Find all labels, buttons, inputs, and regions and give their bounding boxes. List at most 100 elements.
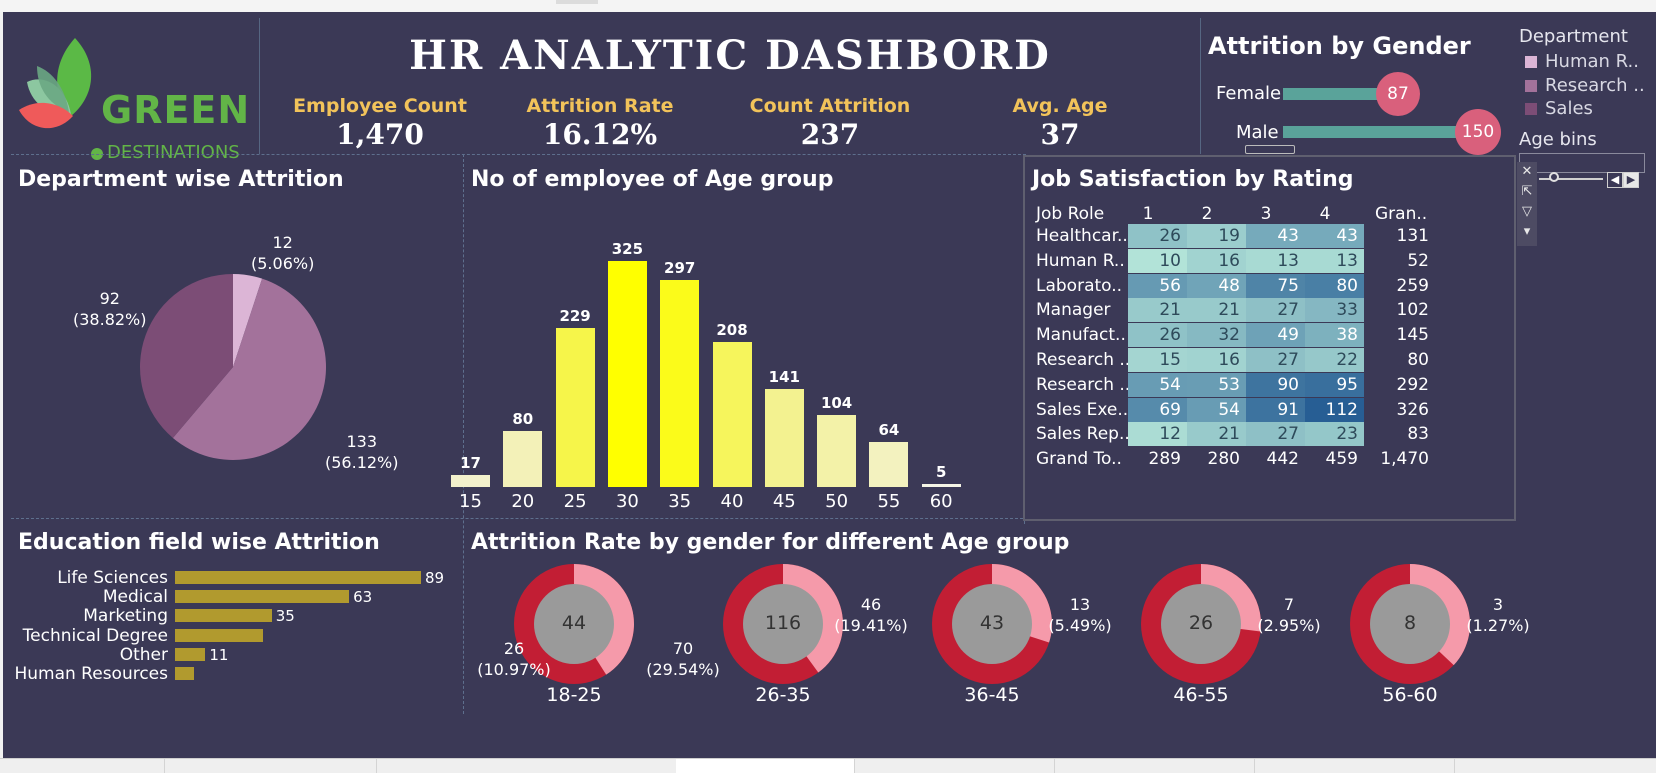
age-bar xyxy=(660,280,700,487)
heatmap-cell: 48 xyxy=(1187,273,1246,298)
drag-handle[interactable] xyxy=(556,0,598,4)
column-header-rating: 3 xyxy=(1260,204,1272,224)
heatmap-cell: 53 xyxy=(1187,372,1246,397)
sheet-tab-bar xyxy=(0,758,1656,773)
heatmap-cell: 69 xyxy=(1128,397,1187,422)
heatmap-cell: 90 xyxy=(1246,372,1305,397)
divider-top xyxy=(11,154,1026,155)
donut-side-pct: (1.27%) xyxy=(1466,616,1530,635)
heatmap-cell: 16 xyxy=(1187,248,1246,273)
row-grand-total: 80 xyxy=(1407,350,1429,370)
sheet-tab[interactable] xyxy=(854,759,1055,773)
age-axis-tick: 40 xyxy=(720,491,744,512)
donut-side-label: 26 (10.97%) xyxy=(474,638,554,680)
donut-side-value: 26 xyxy=(503,639,525,658)
heatmap-cell: 12 xyxy=(1128,422,1187,447)
education-field-value: 63 xyxy=(353,588,373,607)
heatmap-cell: 19 xyxy=(1187,224,1246,248)
age-bins-input[interactable] xyxy=(1519,153,1645,173)
age-group-title: No of employee of Age group xyxy=(471,167,834,192)
sheet-toolbar: ✕ ⇱ ▽ ▾ xyxy=(1517,162,1537,246)
age-axis-tick: 15 xyxy=(459,491,482,512)
age-axis-tick: 60 xyxy=(929,491,953,512)
gender-female-bubble: 87 xyxy=(1376,72,1420,116)
heatmap-cell: 75 xyxy=(1246,273,1305,298)
sheet-tab[interactable] xyxy=(376,759,677,773)
heatmap-cell: 43 xyxy=(1305,224,1364,248)
age-bar xyxy=(555,327,595,487)
heatmap-cell: 13 xyxy=(1246,248,1305,273)
donut-side-value: 13 xyxy=(1069,595,1091,614)
age-bar xyxy=(451,475,490,487)
heatmap-cell: 27 xyxy=(1246,348,1305,372)
legend-item-sales[interactable]: Sales xyxy=(1525,98,1593,119)
age-bins-slider-thumb[interactable] xyxy=(1549,172,1559,182)
donut-age-group-label: 36-45 xyxy=(964,684,1020,706)
sheet-tab[interactable] xyxy=(1254,759,1455,773)
dept-attrition-pie xyxy=(140,274,326,460)
donut-chart xyxy=(514,564,634,684)
gender-age-title: Attrition Rate by gender for different A… xyxy=(471,530,1070,555)
heatmap-cell: 21 xyxy=(1128,298,1187,323)
kpi-count-attrition-label: Count Attrition xyxy=(749,95,911,117)
dropdown-icon[interactable]: ▾ xyxy=(1523,224,1531,239)
heatmap-cell: 22 xyxy=(1305,348,1364,372)
donut-age-group-label: 26-35 xyxy=(755,684,811,706)
age-bar-value: 5 xyxy=(935,462,947,481)
education-field-label: Human Resources xyxy=(14,664,168,684)
donut-left-value: 70 xyxy=(672,639,694,658)
sheet-tab[interactable] xyxy=(0,759,165,773)
job-role-label: Laborato.. xyxy=(1036,275,1123,296)
donut-center-value: 26 xyxy=(1188,612,1214,634)
filter-icon[interactable]: ▽ xyxy=(1522,204,1532,219)
close-icon[interactable]: ✕ xyxy=(1521,164,1533,179)
education-field-bar xyxy=(175,571,421,584)
age-bins-slider[interactable] xyxy=(1539,178,1603,180)
education-field-label: Technical Degree xyxy=(22,625,168,646)
donut-side-pct: (19.41%) xyxy=(834,616,908,635)
popout-icon[interactable]: ⇱ xyxy=(1521,184,1533,199)
heatmap-cell: 10 xyxy=(1128,248,1187,273)
donut-center xyxy=(743,584,823,664)
sheet-tab[interactable] xyxy=(1054,759,1255,773)
column-header-rating: 1 xyxy=(1142,204,1154,224)
donut-center xyxy=(952,584,1032,664)
donut-side-label: 46 (19.41%) xyxy=(831,594,911,636)
legend-item-human-resources[interactable]: Human R.. xyxy=(1525,51,1639,72)
pie-slice-human-resources xyxy=(233,274,263,367)
heatmap-cell: 26 xyxy=(1128,323,1187,348)
pie-label-sales: 92 (38.82%) xyxy=(73,288,147,330)
kpi-attrition-rate-value: 16.12% xyxy=(542,118,658,151)
age-axis-tick: 25 xyxy=(563,491,587,512)
heatmap-cell: 21 xyxy=(1187,298,1246,323)
education-field-bar xyxy=(175,667,195,680)
dept-attrition-title: Department wise Attrition xyxy=(18,167,344,192)
kpi-count-attrition-value: 237 xyxy=(800,118,860,151)
gender-female-label: Female xyxy=(1216,83,1282,104)
education-attrition-title: Education field wise Attrition xyxy=(18,530,380,555)
age-axis-tick: 50 xyxy=(825,491,849,512)
age-bar-value: 17 xyxy=(460,454,481,473)
education-field-value: 35 xyxy=(275,607,295,626)
age-bar xyxy=(712,342,752,487)
age-bar-value: 229 xyxy=(559,306,591,325)
donut-left-pct: (29.54%) xyxy=(646,660,720,679)
donut-center-value: 44 xyxy=(561,612,587,634)
job-satisfaction-panel xyxy=(1023,155,1516,521)
heatmap-cell: 21 xyxy=(1187,422,1246,447)
grand-total-cell: 280 xyxy=(1207,449,1240,470)
age-axis-tick: 55 xyxy=(877,491,901,512)
age-bar xyxy=(921,483,961,487)
legend-swatch xyxy=(1525,102,1537,115)
legend-item-research[interactable]: Research .. xyxy=(1525,75,1645,96)
divider-mid xyxy=(11,518,1023,519)
resize-handle[interactable] xyxy=(1245,145,1295,154)
age-bar-value: 104 xyxy=(820,393,853,412)
chevron-right-icon[interactable]: ▶ xyxy=(1623,172,1639,188)
row-grand-total: 292 xyxy=(1396,374,1429,395)
legend-swatch xyxy=(1525,79,1537,92)
window-top-strip xyxy=(0,0,1656,12)
chevron-left-icon[interactable]: ◀ xyxy=(1607,172,1623,188)
sheet-tab-active[interactable] xyxy=(676,759,855,773)
sheet-tab[interactable] xyxy=(164,759,377,773)
